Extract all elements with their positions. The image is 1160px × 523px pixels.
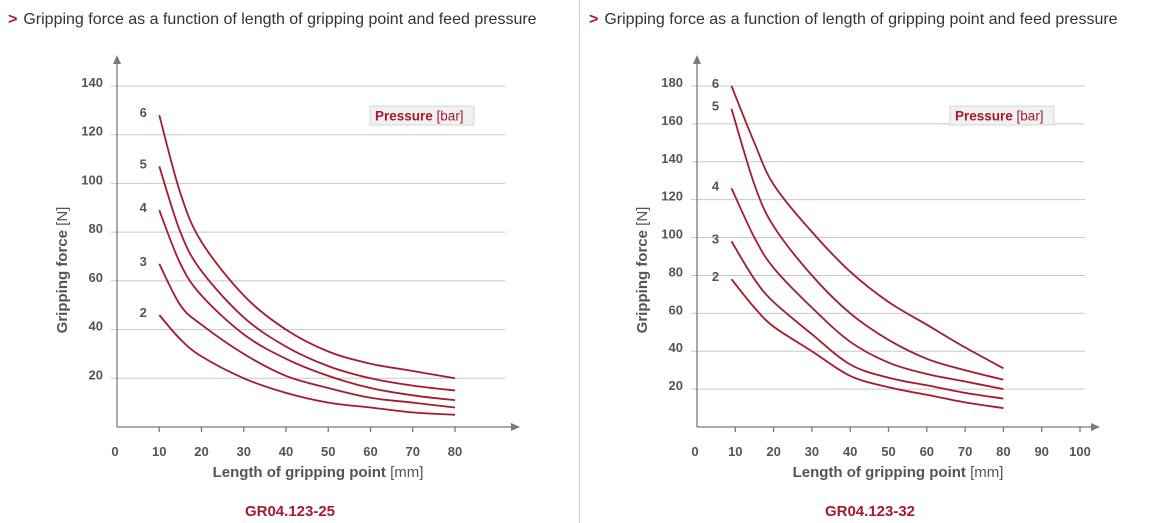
x-axis-label: Length of gripping point [mm] <box>793 464 1004 481</box>
legend-title: Pressure [bar] <box>955 109 1044 124</box>
x-tick-label: 70 <box>406 444 420 459</box>
chevron-right-icon: > <box>8 11 18 28</box>
series-curve-5 <box>730 108 1004 381</box>
x-tick-label: 80 <box>996 444 1010 459</box>
chevron-right-icon: > <box>589 11 599 28</box>
x-tick-label: 10 <box>728 444 742 459</box>
y-tick-label: 40 <box>89 319 103 334</box>
y-axis-label: Gripping force [N] <box>634 207 651 334</box>
y-tick-label: 120 <box>81 124 103 139</box>
x-axis-label: Length of gripping point [mm] <box>213 464 424 481</box>
gripping-force-chart: 20 40 60 80 100 120 140 10 20 30 40 50 60 70 80 0 2 3 4 5 6 P… <box>54 55 520 520</box>
y-axis-label-text: Gripping force <box>634 226 651 334</box>
series-curve-6 <box>730 85 1004 370</box>
series-curve-3 <box>158 263 456 409</box>
series-label-4: 4 <box>712 178 720 193</box>
legend-unit: [bar] <box>1017 109 1044 124</box>
x-tick-label: 70 <box>958 444 972 459</box>
y-tick-label: 100 <box>81 172 103 187</box>
x-axis-arrow-icon <box>1091 423 1100 431</box>
x-tick-label: 60 <box>920 444 934 459</box>
y-tick-label: 40 <box>669 340 683 355</box>
y-tick-label: 60 <box>89 270 103 285</box>
legend-title: Pressure [bar] <box>375 109 464 124</box>
y-tick-label: 20 <box>669 378 683 393</box>
legend-box <box>369 105 475 126</box>
chart-panel-gr04-123-25: > Gripping force as a function of length … <box>8 0 580 523</box>
x-tick-label: 20 <box>766 444 780 459</box>
x-axis-label-text: Length of gripping point <box>793 464 970 481</box>
legend-box <box>949 105 1055 126</box>
x-origin-label: 0 <box>691 444 698 459</box>
chart-panel-gr04-123-32: > Gripping force as a function of length … <box>581 0 1160 523</box>
x-tick-label: 50 <box>321 444 335 459</box>
series-curve-6 <box>158 114 456 380</box>
series-label-6: 6 <box>140 105 147 120</box>
x-tick-label: 40 <box>279 444 293 459</box>
y-axis-label: Gripping force [N] <box>54 207 71 334</box>
y-tick-label: 180 <box>661 75 683 90</box>
series-label-2: 2 <box>140 305 147 320</box>
series-label-4: 4 <box>140 200 148 215</box>
x-tick-label: 40 <box>843 444 857 459</box>
series-curve-2 <box>730 278 1004 409</box>
y-tick-label: 60 <box>669 302 683 317</box>
model-caption: GR04.123-25 <box>245 503 335 520</box>
x-tick-label: 60 <box>363 444 377 459</box>
y-axis-label-text: Gripping force <box>54 226 71 334</box>
x-tick-label: 30 <box>805 444 819 459</box>
x-tick-label: 100 <box>1069 444 1091 459</box>
legend-unit: [bar] <box>437 109 464 124</box>
y-axis-unit: [N] <box>54 207 71 226</box>
series-curve-4 <box>158 209 456 402</box>
y-axis-arrow-icon <box>113 55 121 64</box>
y-tick-label: 20 <box>89 367 103 382</box>
x-tick-label: 20 <box>194 444 208 459</box>
x-axis-unit: [mm] <box>970 464 1003 481</box>
series-label-3: 3 <box>712 231 719 246</box>
series-label-2: 2 <box>712 269 719 284</box>
y-tick-label: 80 <box>669 264 683 279</box>
y-tick-label: 100 <box>661 227 683 242</box>
y-tick-label: 140 <box>81 75 103 90</box>
y-axis-arrow-icon <box>693 55 701 64</box>
legend-title-text: Pressure <box>955 109 1017 124</box>
x-tick-label: 90 <box>1034 444 1048 459</box>
panel-title: > Gripping force as a function of length … <box>8 11 537 29</box>
x-origin-label: 0 <box>111 444 118 459</box>
panel-title-text: Gripping force as a function of length o… <box>604 11 1118 28</box>
y-tick-label: 120 <box>661 189 683 204</box>
model-caption: GR04.123-32 <box>825 503 915 520</box>
series-curve-3 <box>730 240 1004 400</box>
x-axis-label-text: Length of gripping point <box>213 464 390 481</box>
y-tick-label: 140 <box>661 151 683 166</box>
x-tick-label: 30 <box>237 444 251 459</box>
x-axis-arrow-icon <box>511 423 520 431</box>
y-tick-label: 160 <box>661 113 683 128</box>
series-label-3: 3 <box>140 254 147 269</box>
panel-title: > Gripping force as a function of length … <box>589 11 1118 29</box>
y-axis-unit: [N] <box>634 207 651 226</box>
series-curve-5 <box>158 166 456 392</box>
panel-title-text: Gripping force as a function of length o… <box>23 11 537 28</box>
x-tick-label: 10 <box>152 444 166 459</box>
y-tick-label: 80 <box>89 221 103 236</box>
series-curve-4 <box>730 187 1004 390</box>
x-tick-label: 80 <box>448 444 462 459</box>
legend-title-text: Pressure <box>375 109 437 124</box>
series-curve-2 <box>158 314 456 416</box>
series-label-5: 5 <box>712 99 719 114</box>
series-label-6: 6 <box>712 76 719 91</box>
series-label-5: 5 <box>140 156 147 171</box>
x-tick-label: 50 <box>881 444 895 459</box>
x-axis-unit: [mm] <box>390 464 423 481</box>
